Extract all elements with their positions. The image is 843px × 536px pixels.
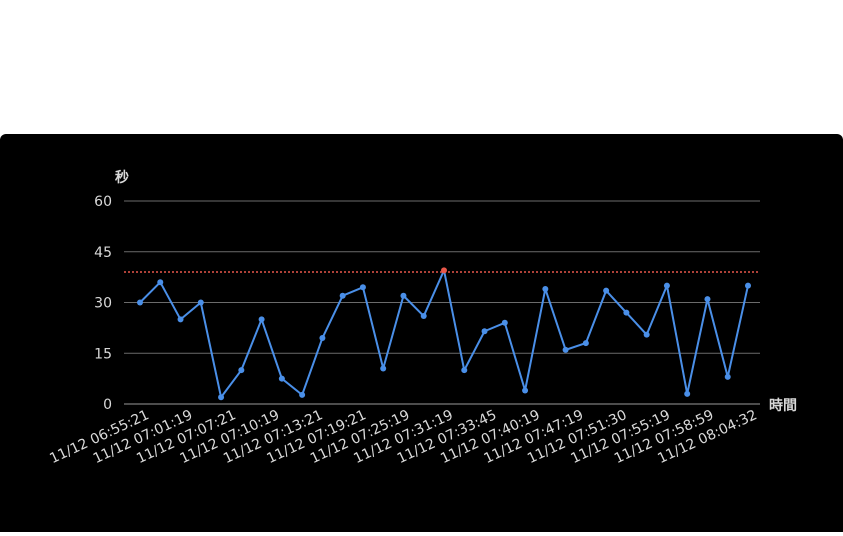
data-point xyxy=(481,328,488,335)
data-point xyxy=(684,390,691,397)
data-point xyxy=(197,299,204,306)
data-point xyxy=(359,284,366,291)
data-point xyxy=(258,316,265,323)
y-tick-label: 0 xyxy=(103,397,112,413)
data-point xyxy=(319,335,326,342)
max-point xyxy=(441,267,447,274)
data-point xyxy=(501,319,508,326)
x-axis-label: 時間 xyxy=(769,397,797,414)
data-point xyxy=(218,394,225,401)
data-point xyxy=(522,387,529,394)
data-point xyxy=(157,279,164,286)
y-tick-label: 30 xyxy=(94,296,112,312)
y-tick-label: 60 xyxy=(94,194,112,210)
data-point xyxy=(745,282,751,289)
data-point xyxy=(380,365,387,372)
data-point xyxy=(603,287,610,294)
data-point xyxy=(177,316,184,323)
data-point xyxy=(420,313,427,320)
data-point xyxy=(663,282,670,289)
data-point xyxy=(339,292,346,299)
data-point xyxy=(278,375,285,382)
data-point xyxy=(562,346,569,353)
data-point xyxy=(704,296,711,303)
data-point xyxy=(582,340,589,347)
chart-panel: 秒 時間 0 15 30 45 60 11/12 06:55:21 11/12 07:01… xyxy=(0,134,843,532)
data-point xyxy=(643,331,650,338)
y-axis-label: 秒 xyxy=(115,169,129,186)
data-point xyxy=(238,367,245,374)
series-line xyxy=(139,269,749,399)
data-point xyxy=(542,285,549,292)
data-point xyxy=(724,373,731,380)
data-point xyxy=(137,299,143,306)
data-point xyxy=(623,309,630,316)
data-point xyxy=(299,391,306,398)
y-tick-label: 15 xyxy=(94,346,112,362)
y-tick-label: 45 xyxy=(94,245,112,261)
data-point xyxy=(461,367,468,374)
data-point xyxy=(400,292,407,299)
